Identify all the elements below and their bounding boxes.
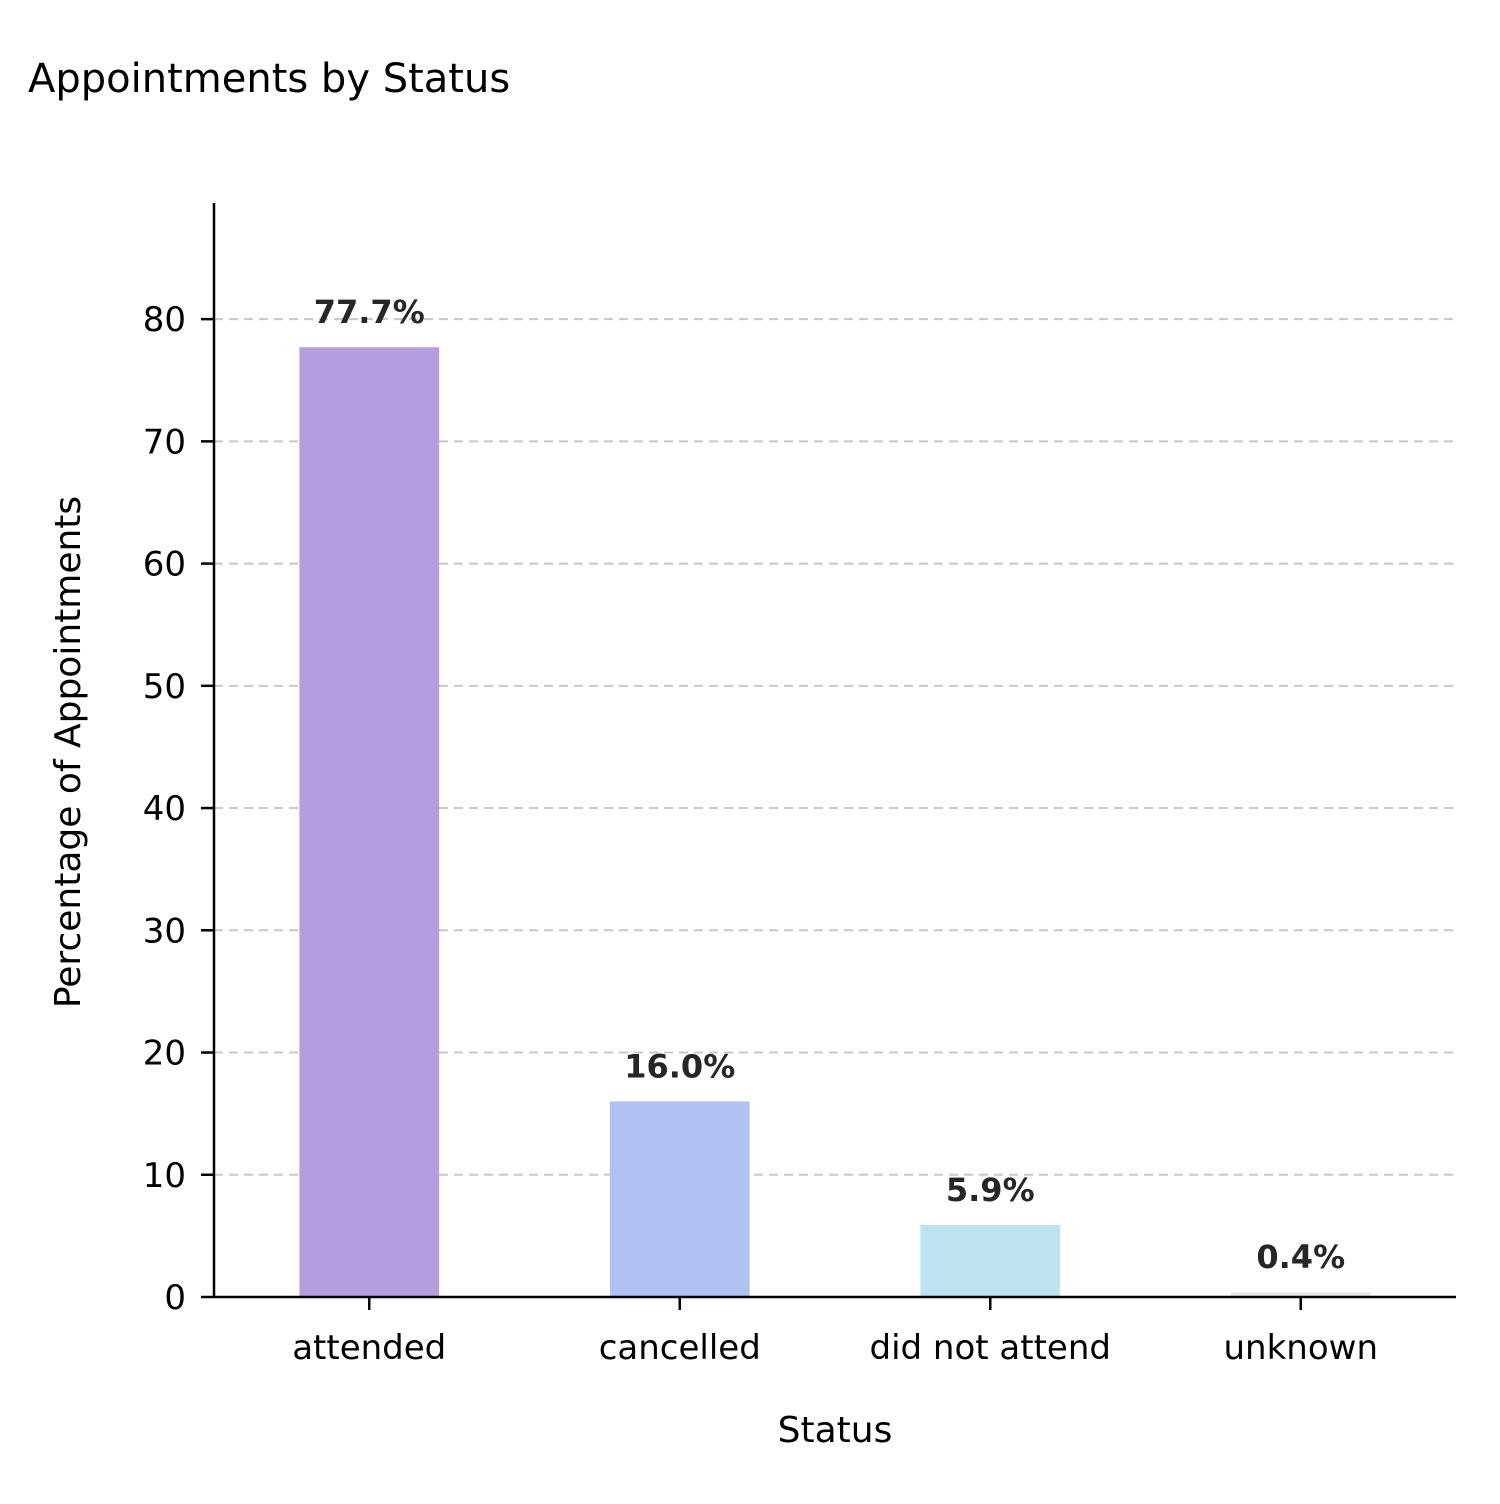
axes [212, 203, 1456, 1299]
bar-did-not-attend [920, 1224, 1061, 1297]
y-tick-label: 60 [143, 545, 186, 585]
y-tick-label: 70 [143, 422, 186, 462]
x-tick-label: unknown [1224, 1328, 1379, 1368]
bar-cancelled [609, 1101, 750, 1297]
y-axis-label: Percentage of Appointments [48, 496, 89, 1008]
bar-unknown [1230, 1292, 1371, 1297]
data-label: 16.0% [624, 1047, 735, 1085]
x-axis-label: Status [778, 1410, 893, 1451]
x-tick-label: cancelled [599, 1328, 761, 1368]
y-tick-label: 50 [143, 667, 186, 707]
data-labels: 77.7% 16.0% 5.9% 0.4% [314, 293, 1345, 1276]
y-tick-label: 80 [143, 300, 186, 340]
data-label: 0.4% [1256, 1238, 1345, 1276]
y-tick-label: 30 [143, 911, 186, 951]
y-tick-label: 40 [143, 789, 186, 829]
y-tick-label: 10 [143, 1156, 186, 1196]
data-label: 5.9% [946, 1171, 1035, 1209]
gridlines [214, 318, 1456, 1176]
bar-attended [299, 347, 440, 1297]
y-tick-label: 0 [164, 1278, 186, 1318]
chart-title: Appointments by Status [28, 56, 510, 102]
x-tick-label: did not attend [870, 1328, 1111, 1368]
x-tick-label: attended [292, 1328, 446, 1368]
bars [299, 347, 1371, 1297]
data-label: 77.7% [314, 293, 425, 331]
ticks: attended cancelled did not attend unknown 0 1… [143, 300, 1378, 1368]
y-tick-label: 20 [143, 1034, 186, 1074]
